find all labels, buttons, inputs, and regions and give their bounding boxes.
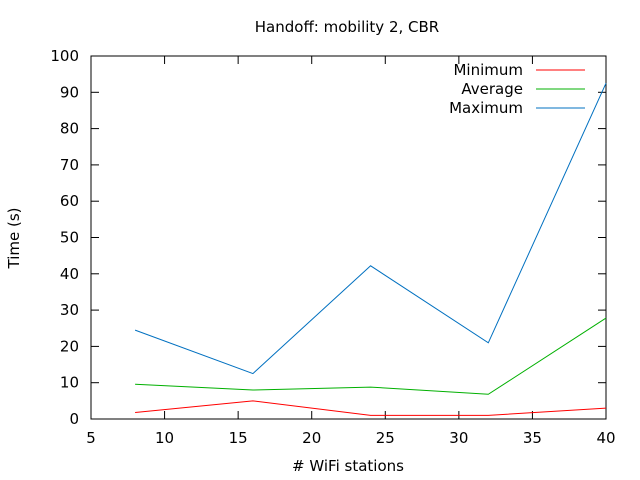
x-tick-label: 10: [155, 429, 174, 447]
x-tick-label: 5: [86, 429, 96, 447]
chart-title: Handoff: mobility 2, CBR: [255, 18, 439, 36]
x-tick-label: 40: [596, 429, 615, 447]
y-tick-label: 80: [60, 120, 79, 138]
plot-frame: [90, 55, 607, 420]
y-tick-label: 90: [60, 83, 79, 101]
x-axis-ticks: 5 10 15 20 25 30 35 40: [86, 56, 616, 447]
y-tick-label: 40: [60, 265, 79, 283]
y-tick-label: 50: [60, 229, 79, 247]
x-tick-label: 30: [449, 429, 468, 447]
series-line-maximum: [134, 82, 607, 375]
y-tick-label: 20: [60, 337, 79, 355]
legend-label-average: Average: [461, 80, 523, 98]
y-tick-label: 30: [60, 301, 79, 319]
x-tick-label: 35: [523, 429, 542, 447]
series-line-minimum: [135, 400, 607, 416]
y-axis-ticks: 0 10 20 30 40 50 60 70 80 90 100: [50, 47, 606, 428]
y-tick-label: 70: [60, 156, 79, 174]
x-tick-label: 25: [376, 429, 395, 447]
y-tick-label: 10: [60, 374, 79, 392]
series-lines: [134, 82, 607, 416]
y-tick-label: 100: [50, 47, 79, 65]
legend-label-maximum: Maximum: [449, 99, 523, 117]
y-axis-label: Time (s): [5, 208, 23, 270]
series-line-average: [135, 317, 607, 395]
x-tick-label: 20: [302, 429, 321, 447]
legend-label-minimum: Minimum: [453, 61, 523, 79]
x-axis-label: # WiFi stations: [292, 457, 404, 475]
y-tick-label: 60: [60, 192, 79, 210]
x-tick-label: 15: [229, 429, 248, 447]
y-tick-label: 0: [69, 410, 79, 428]
